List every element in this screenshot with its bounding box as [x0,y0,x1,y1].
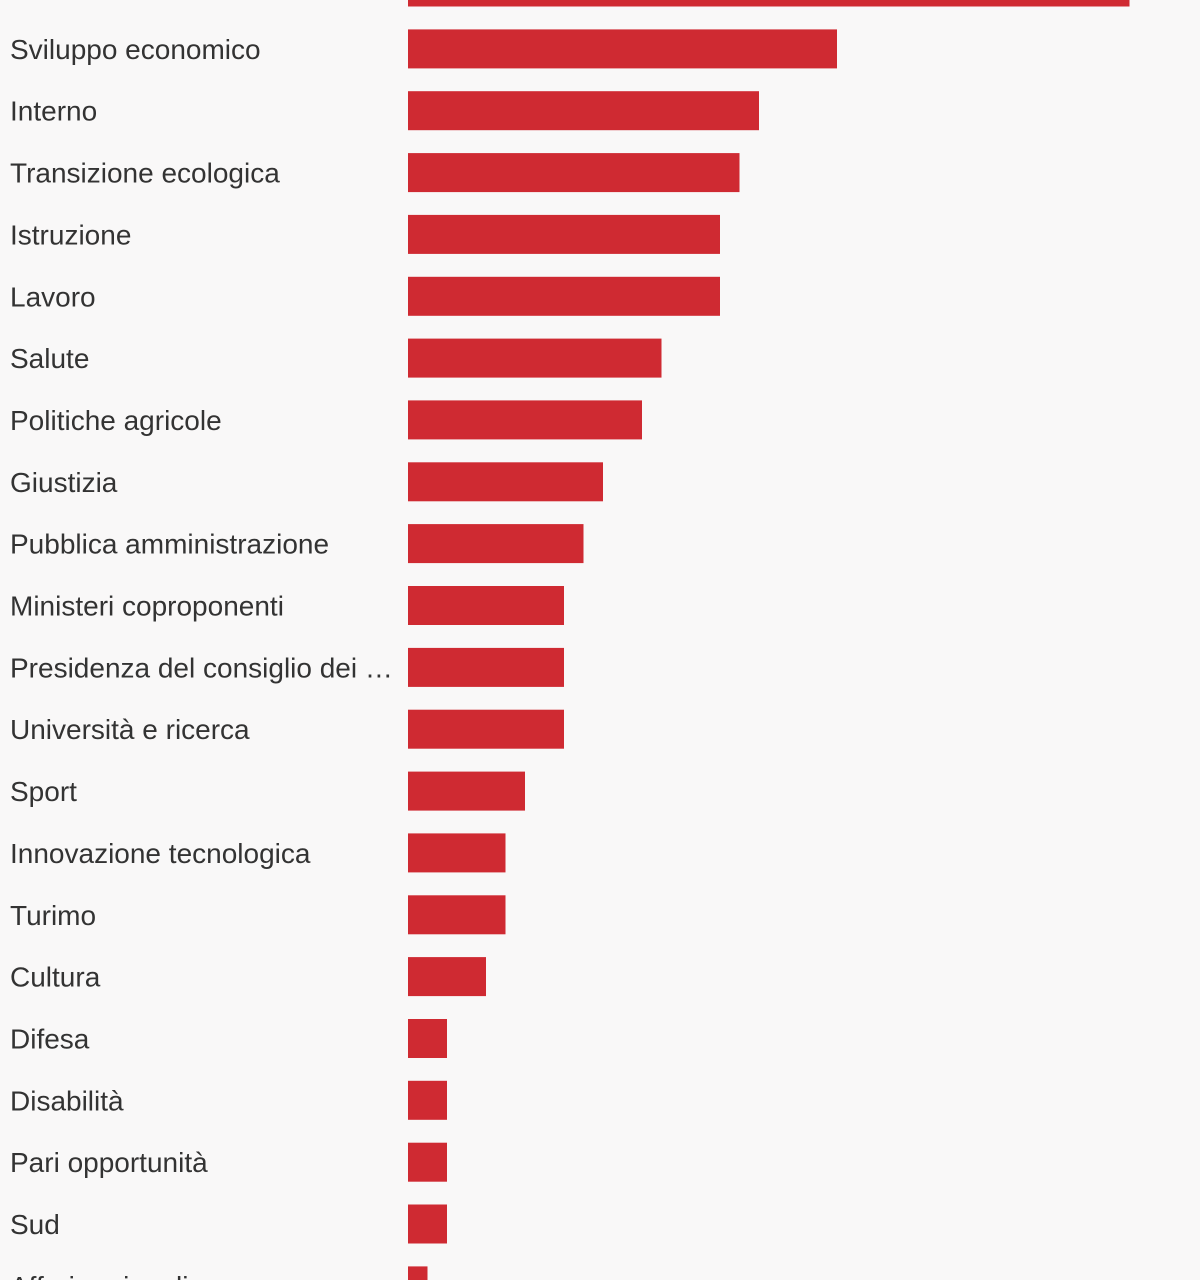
bar [408,771,525,811]
category-label: Presidenza del consiglio dei … [10,652,393,683]
bar [408,1204,447,1244]
bar [408,895,506,935]
bar [408,957,486,997]
bar [408,29,837,69]
bar [408,647,564,687]
category-label: Università e ricerca [10,714,250,745]
category-label: Difesa [10,1024,90,1055]
bar [408,1080,447,1120]
category-label: Sviluppo economico [10,34,261,65]
category-label: Salute [10,343,89,374]
category-label: Pubblica amministrazione [10,529,329,560]
bar [408,1142,447,1182]
category-label: Politiche agricole [10,405,222,436]
bar [408,338,662,378]
category-label: Disabilità [10,1085,124,1116]
category-label: Interno [10,96,97,127]
category-label: Ministeri coproponenti [10,591,284,622]
bar [408,400,642,440]
bar [408,91,759,131]
category-label: Sport [10,776,77,807]
category-label: Turimo [10,900,96,931]
category-label: Sud [10,1209,60,1240]
category-label: Transizione ecologica [10,158,280,189]
category-label: Affari regionali [10,1271,188,1280]
category-label: Innovazione tecnologica [10,838,311,869]
bar [408,153,740,193]
category-label: Giustizia [10,467,118,498]
bar [408,0,1130,7]
bar [408,1019,447,1058]
category-label: Lavoro [10,281,96,312]
bar [408,709,564,749]
bar [408,1266,428,1280]
bar [408,276,720,316]
bar [408,833,506,873]
category-label: Istruzione [10,219,131,250]
bar [408,462,603,502]
category-label: Cultura [10,962,101,993]
category-label: Pari opportunità [10,1147,208,1178]
bar [408,586,564,625]
bar [408,214,720,254]
bar [408,524,584,564]
